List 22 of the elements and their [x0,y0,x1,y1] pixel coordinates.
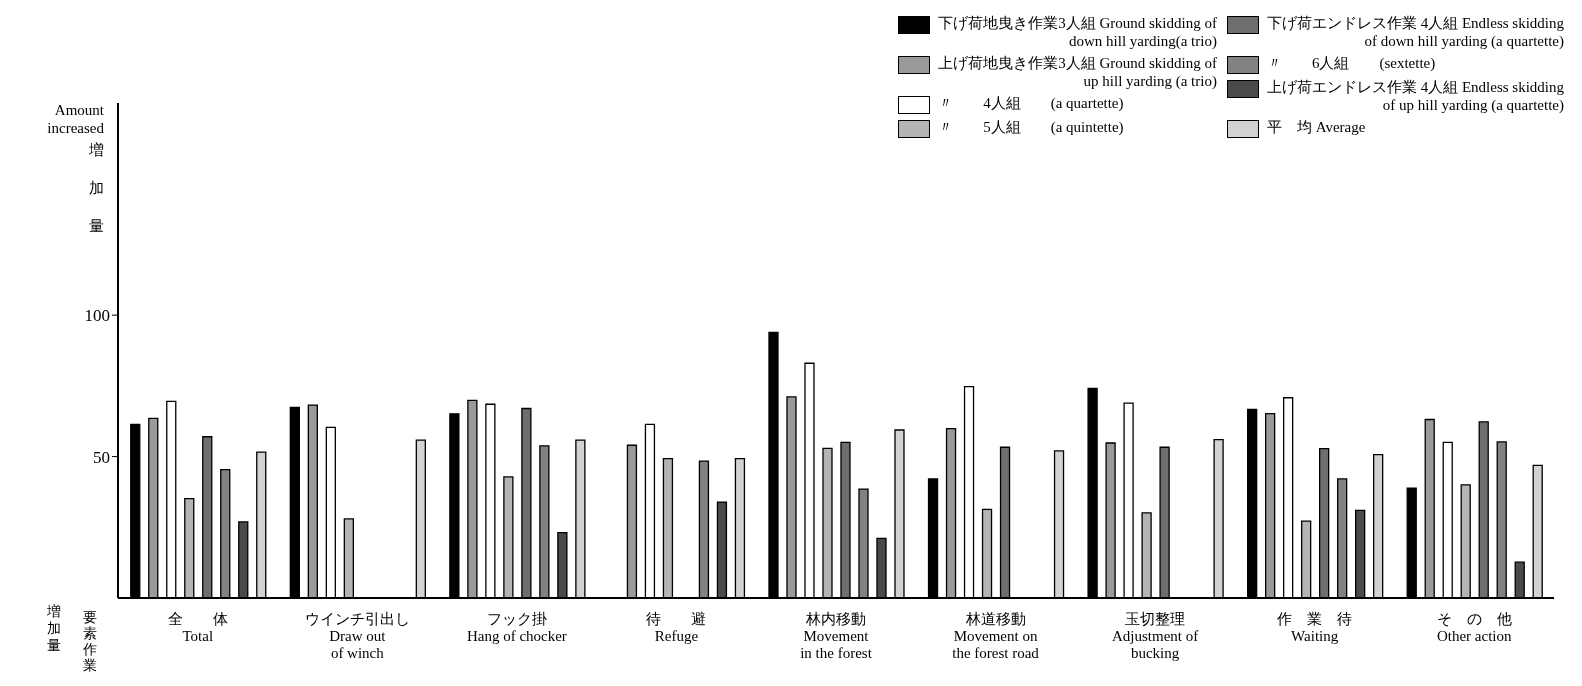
x-tick-label: 林道移動 Movement on the forest road [952,611,1040,661]
x-tick-label: 全 体 Total [167,611,228,644]
legend-label: 〃 6人組 (sextette) [1266,54,1436,72]
x-tick-label: フック掛 Hang of chocker [466,611,567,644]
legend-label: 〃 5人組 (a quintette) [938,118,1124,136]
legend-label: 〃 4人組 (a quartette) [938,94,1124,112]
legend-label: 下げ荷エンドレス作業 4人組 Endless skidding of down hill yarding (a quartette) [1266,14,1564,50]
y-tick-label: 50 [93,447,110,467]
legend-label: 上げ荷地曳き作業3人組 Ground skidding of up hill yarding (a trio) [938,54,1217,90]
x-tick-label: 玉切整理 Adjustment of bucking [1111,611,1199,661]
text: Amount increased 増加量 [47,102,104,234]
y-tick-label: 100 [84,306,110,326]
x-tick-label: そ の 他 Other action [1436,611,1512,644]
text: 要素作業 [82,610,97,673]
legend-label: 上げ荷エンドレス作業 4人組 Endless skidding of up hill yarding (a quartette) [1266,78,1564,114]
x-tick-label: 林内移動 Movement in the forest [800,611,873,661]
x-tick-label: ウインチ引出し Draw out of winch [304,611,410,661]
text: 増加量 [46,603,61,653]
x-tick-label: 待 避 Refuge [646,611,707,644]
legend-label: 下げ荷地曳き作業3人組 Ground skidding of down hill yarding(a trio) [938,14,1217,50]
legend-label: 平 均 Average [1266,118,1366,136]
x-tick-label: 作 業 待 Waiting [1276,611,1353,644]
